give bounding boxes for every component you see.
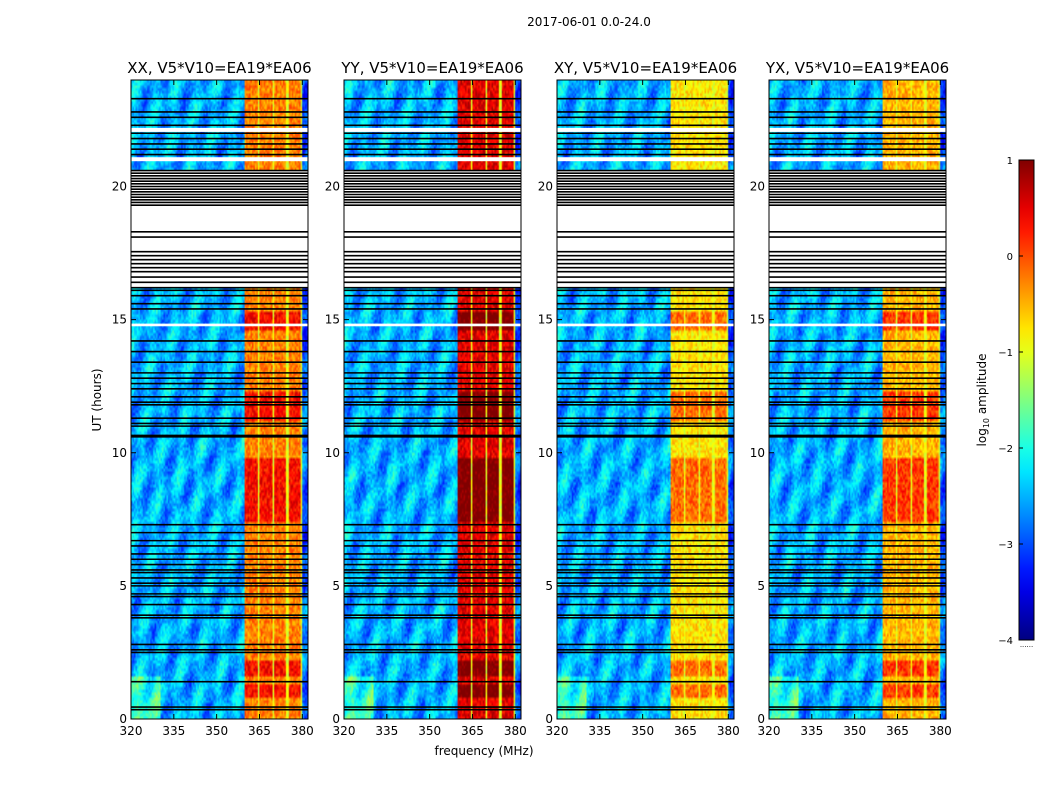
- colorbar-gradient: [1018, 159, 1035, 641]
- x-tick-label: 365: [248, 724, 271, 738]
- y-tick-label: 10: [750, 446, 765, 460]
- x-tick-label: 350: [631, 724, 654, 738]
- y-tick-label: 5: [545, 579, 553, 593]
- x-tick-label: 335: [375, 724, 398, 738]
- y-tick-label: 10: [325, 446, 340, 460]
- panel-frame: [130, 79, 309, 720]
- x-tick-label: 320: [333, 724, 356, 738]
- y-tick-label: 10: [112, 446, 127, 460]
- flagged-interval: [344, 127, 521, 132]
- y-tick-label: 15: [538, 313, 553, 327]
- flagged-interval: [769, 323, 946, 327]
- y-tick-label: 5: [332, 579, 340, 593]
- y-tick-label: 20: [750, 180, 765, 194]
- y-tick-label: 0: [545, 712, 553, 726]
- colorbar-tick-label: −3: [998, 540, 1013, 551]
- x-tick-label: 380: [504, 724, 527, 738]
- panel-2: YY, V5*V10=EA19*EA06 320 335 350 365 380 0 5 10 1…: [325, 59, 527, 738]
- flagged-interval: [557, 127, 734, 132]
- colorbar-tick-label: 1: [1007, 156, 1013, 167]
- x-tick-label: 335: [162, 724, 185, 738]
- flagged-interval: [344, 323, 521, 327]
- x-tick-label: 365: [461, 724, 484, 738]
- x-tick-label: 320: [120, 724, 143, 738]
- x-tick-label: 320: [546, 724, 569, 738]
- x-tick-label: 335: [588, 724, 611, 738]
- panel-frame: [343, 79, 522, 720]
- y-tick-label: 0: [757, 712, 765, 726]
- panel-1: XX, V5*V10=EA19*EA06 320 335 350 365 380 0 5 10 1…: [112, 59, 314, 738]
- flagged-interval: [131, 323, 308, 327]
- flagged-interval: [344, 170, 521, 288]
- x-tick-label: 350: [205, 724, 228, 738]
- x-tick-label: 320: [758, 724, 781, 738]
- flagged-interval: [557, 157, 734, 162]
- y-tick-label: 20: [325, 180, 340, 194]
- colorbar-tick-label: 0: [1007, 252, 1013, 263]
- x-tick-label: 350: [418, 724, 441, 738]
- y-tick-label: 0: [119, 712, 127, 726]
- panel-title: YY, V5*V10=EA19*EA06: [340, 59, 523, 77]
- colorbar-tick-label: −1: [998, 348, 1013, 359]
- colorbar: 1 0 −1 −2 −3 −4 ...... log10 amplitude: [975, 156, 1035, 649]
- panel-4: YX, V5*V10=EA19*EA06 320 335 350 365 380 0 5 10 1…: [750, 59, 952, 738]
- colorbar-tick-label: −2: [998, 444, 1013, 455]
- x-tick-label: 380: [929, 724, 952, 738]
- y-tick-label: 10: [538, 446, 553, 460]
- panel-title: XY, V5*V10=EA19*EA06: [554, 59, 737, 77]
- y-tick-label: 20: [112, 180, 127, 194]
- colorbar-footnote: ......: [1020, 641, 1033, 649]
- x-tick-label: 365: [886, 724, 909, 738]
- panels: XX, V5*V10=EA19*EA06 320 335 350 365 380 0 5 10 1…: [112, 59, 952, 738]
- flagged-interval: [557, 170, 734, 288]
- y-tick-label: 5: [757, 579, 765, 593]
- x-tick-label: 380: [291, 724, 314, 738]
- x-tick-label: 365: [674, 724, 697, 738]
- y-axis-label: UT (hours): [90, 368, 104, 431]
- flagged-interval: [557, 323, 734, 327]
- flagged-interval: [769, 170, 946, 288]
- y-tick-label: 5: [119, 579, 127, 593]
- flagged-interval: [131, 157, 308, 162]
- colorbar-label: log10 amplitude: [975, 354, 991, 447]
- x-tick-label: 350: [843, 724, 866, 738]
- colorbar-tick-label: −4: [998, 636, 1013, 647]
- y-tick-label: 15: [750, 313, 765, 327]
- panel-frame: [768, 79, 947, 720]
- y-tick-label: 20: [538, 180, 553, 194]
- x-axis-label: frequency (MHz): [434, 744, 533, 758]
- panel-title: YX, V5*V10=EA19*EA06: [765, 59, 949, 77]
- panel-3: XY, V5*V10=EA19*EA06 320 335 350 365 380 0 5 10 1…: [538, 59, 740, 738]
- flagged-interval: [769, 157, 946, 162]
- panel-frame: [556, 79, 735, 720]
- flagged-interval: [131, 127, 308, 132]
- x-tick-label: 335: [800, 724, 823, 738]
- panel-title: XX, V5*V10=EA19*EA06: [127, 59, 311, 77]
- y-tick-label: 0: [332, 712, 340, 726]
- flagged-interval: [131, 170, 308, 288]
- flagged-interval: [769, 127, 946, 132]
- y-tick-label: 15: [325, 313, 340, 327]
- figure-title: 2017-06-01 0.0-24.0: [527, 15, 651, 29]
- flagged-interval: [344, 157, 521, 162]
- x-tick-label: 380: [717, 724, 740, 738]
- y-tick-label: 15: [112, 313, 127, 327]
